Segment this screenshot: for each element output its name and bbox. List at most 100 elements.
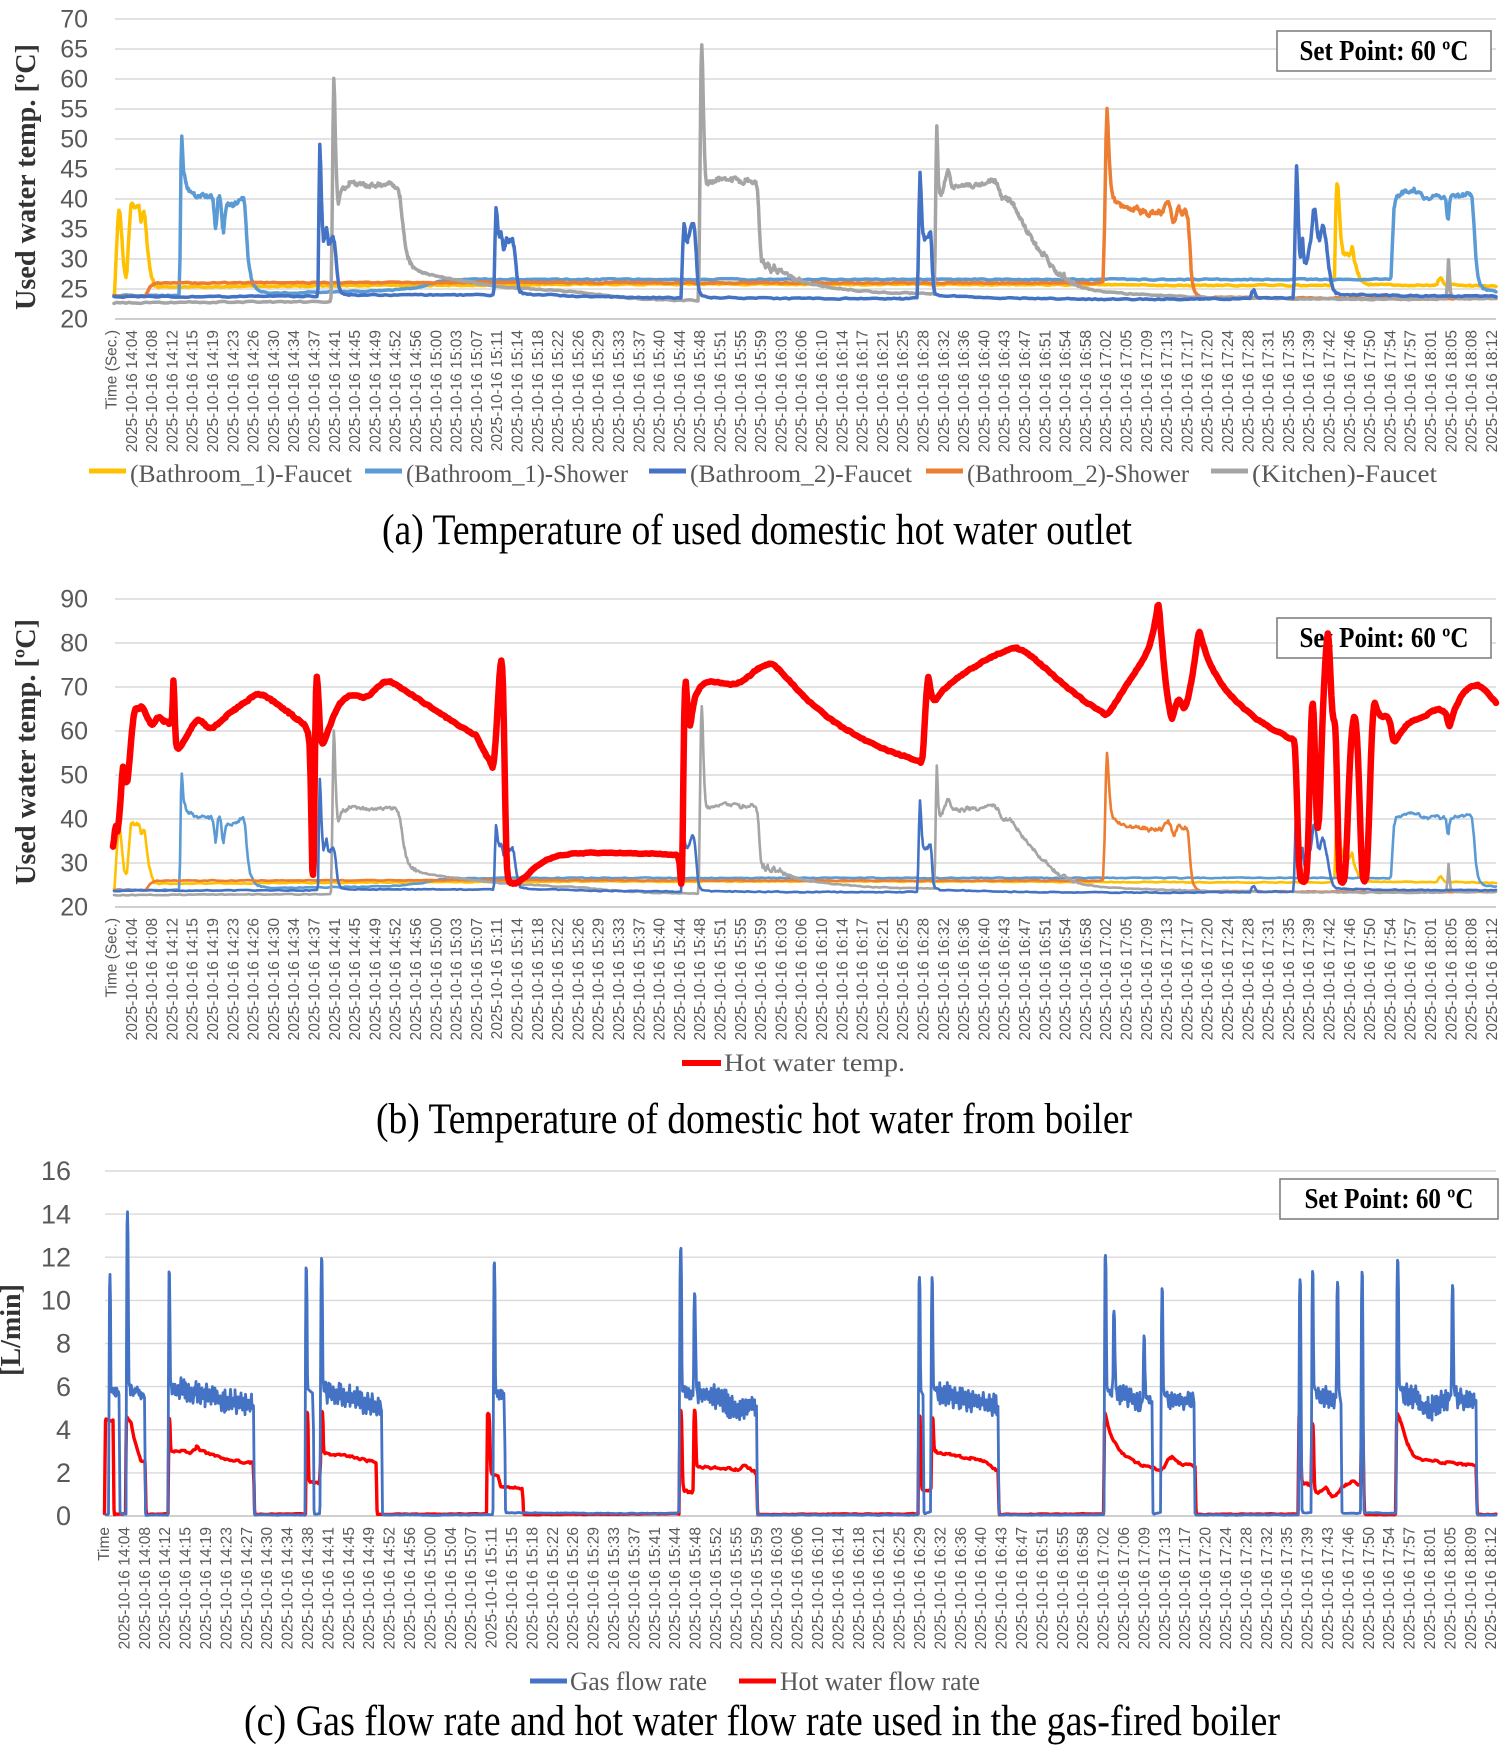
svg-text:2025-10-16 15:33: 2025-10-16 15:33 [611,918,628,1040]
svg-text:14: 14 [41,1199,71,1229]
svg-text:2025-10-16 14:26: 2025-10-16 14:26 [246,330,263,452]
svg-text:2025-10-16 16:17: 2025-10-16 16:17 [855,918,872,1040]
svg-text:2025-10-16 16:32: 2025-10-16 16:32 [936,918,953,1040]
svg-text:2025-10-16 16:36: 2025-10-16 16:36 [956,918,973,1040]
svg-text:2025-10-16 16:40: 2025-10-16 16:40 [976,330,993,453]
svg-text:2025-10-16 17:57: 2025-10-16 17:57 [1403,330,1420,452]
svg-text:2025-10-16 17:57: 2025-10-16 17:57 [1403,918,1420,1040]
svg-text:2025-10-16 17:06: 2025-10-16 17:06 [1116,1527,1133,1649]
svg-text:2025-10-16 14:27: 2025-10-16 14:27 [239,1527,256,1649]
svg-text:0: 0 [56,1501,71,1531]
svg-text:2025-10-16 15:15: 2025-10-16 15:15 [504,1527,521,1649]
svg-text:2025-10-16 14:52: 2025-10-16 14:52 [388,330,405,452]
svg-text:2025-10-16 14:41: 2025-10-16 14:41 [327,330,344,452]
svg-text:2025-10-16 18:01: 2025-10-16 18:01 [1422,1527,1439,1649]
svg-text:2025-10-16 18:05: 2025-10-16 18:05 [1442,1527,1459,1649]
svg-text:2025-10-16 14:37: 2025-10-16 14:37 [307,330,324,452]
svg-text:2025-10-16 17:46: 2025-10-16 17:46 [1340,1527,1357,1649]
svg-text:2025-10-16 18:01: 2025-10-16 18:01 [1423,330,1440,452]
svg-text:2025-10-16 18:12: 2025-10-16 18:12 [1484,918,1501,1040]
svg-text:2025-10-16 17:28: 2025-10-16 17:28 [1240,918,1257,1040]
svg-text:2025-10-16 14:49: 2025-10-16 14:49 [361,1527,378,1649]
svg-text:Used water temp. [ºC]: Used water temp. [ºC] [10,619,42,885]
svg-text:2025-10-16 14:30: 2025-10-16 14:30 [266,330,283,453]
svg-text:2025-10-16 14:56: 2025-10-16 14:56 [408,330,425,452]
svg-text:2025-10-16 17:46: 2025-10-16 17:46 [1342,918,1359,1040]
svg-text:2025-10-16 16:28: 2025-10-16 16:28 [916,330,933,452]
svg-text:2025-10-16 16:58: 2025-10-16 16:58 [1078,918,1095,1040]
svg-text:45: 45 [60,156,88,184]
svg-text:2025-10-16 17:39: 2025-10-16 17:39 [1301,918,1318,1040]
svg-text:2025-10-16 17:09: 2025-10-16 17:09 [1139,330,1156,452]
svg-text:12: 12 [41,1242,71,1272]
svg-text:2025-10-16 14:49: 2025-10-16 14:49 [367,330,384,452]
svg-text:20: 20 [60,306,88,334]
svg-text:2025-10-16 15:18: 2025-10-16 15:18 [530,918,547,1040]
svg-text:55: 55 [60,96,88,124]
svg-text:(Bathroom_2)-Shower: (Bathroom_2)-Shower [967,461,1190,488]
svg-text:(Bathroom_1)-Shower: (Bathroom_1)-Shower [406,461,629,488]
svg-text:2025-10-16 17:17: 2025-10-16 17:17 [1179,918,1196,1040]
svg-text:2025-10-16 15:11: 2025-10-16 15:11 [489,918,506,1039]
svg-text:2025-10-16 17:43: 2025-10-16 17:43 [1320,1527,1337,1649]
svg-text:2025-10-16 18:09: 2025-10-16 18:09 [1463,1527,1480,1649]
svg-text:2025-10-16 17:17: 2025-10-16 17:17 [1177,1527,1194,1649]
svg-text:2025-10-16 16:17: 2025-10-16 16:17 [855,330,872,452]
svg-text:Time: Time [96,1527,113,1561]
svg-text:2025-10-16 15:26: 2025-10-16 15:26 [570,918,587,1040]
svg-text:2025-10-16 14:52: 2025-10-16 14:52 [382,1527,399,1649]
svg-text:2025-10-16 15:44: 2025-10-16 15:44 [672,330,689,453]
svg-text:2025-10-16 15:48: 2025-10-16 15:48 [688,1527,705,1649]
svg-text:Hot water temp.: Hot water temp. [724,1050,905,1077]
svg-text:2025-10-16 16:51: 2025-10-16 16:51 [1034,1527,1051,1649]
svg-text:40: 40 [60,186,88,214]
svg-text:2025-10-16 14:04: 2025-10-16 14:04 [124,918,141,1041]
svg-text:2025-10-16 18:08: 2025-10-16 18:08 [1464,918,1481,1040]
svg-text:2025-10-16 14:19: 2025-10-16 14:19 [205,330,222,452]
svg-text:2025-10-16 15:22: 2025-10-16 15:22 [550,918,567,1040]
svg-text:2025-10-16 17:50: 2025-10-16 17:50 [1361,1527,1378,1650]
svg-text:2025-10-16 14:08: 2025-10-16 14:08 [144,918,161,1040]
svg-text:2025-10-16 16:51: 2025-10-16 16:51 [1037,918,1054,1040]
svg-text:2025-10-16 14:19: 2025-10-16 14:19 [205,918,222,1040]
svg-text:2025-10-16 17:13: 2025-10-16 17:13 [1159,330,1176,452]
svg-text:2025-10-16 15:48: 2025-10-16 15:48 [692,918,709,1040]
svg-text:2025-10-16 17:09: 2025-10-16 17:09 [1139,918,1156,1040]
svg-text:2025-10-16 14:34: 2025-10-16 14:34 [280,1527,297,1650]
svg-text:2025-10-16 16:21: 2025-10-16 16:21 [871,1527,888,1649]
svg-text:2025-10-16 16:58: 2025-10-16 16:58 [1078,330,1095,452]
svg-text:2025-10-16 18:12: 2025-10-16 18:12 [1484,330,1501,452]
svg-text:2025-10-16 17:54: 2025-10-16 17:54 [1382,330,1399,453]
svg-text:2025-10-16 14:56: 2025-10-16 14:56 [402,1527,419,1649]
svg-text:2025-10-16 14:52: 2025-10-16 14:52 [388,918,405,1040]
svg-text:(c) Gas flow rate and hot wate: (c) Gas flow rate and hot water flow rat… [244,1698,1280,1745]
svg-text:2025-10-16 17:39: 2025-10-16 17:39 [1300,1527,1317,1649]
svg-text:Hot water flow rate: Hot water flow rate [780,1667,980,1696]
svg-text:2025-10-16 16:29: 2025-10-16 16:29 [912,1527,929,1649]
svg-text:2025-10-16 14:56: 2025-10-16 14:56 [408,918,425,1040]
svg-text:2025-10-16 15:55: 2025-10-16 15:55 [733,330,750,452]
svg-text:2025-10-16 15:48: 2025-10-16 15:48 [692,330,709,452]
svg-text:2025-10-16 15:00: 2025-10-16 15:00 [422,1527,439,1650]
svg-text:2025-10-16 16:06: 2025-10-16 16:06 [794,918,811,1040]
svg-text:2025-10-16 15:55: 2025-10-16 15:55 [733,918,750,1040]
svg-text:2025-10-16 16:43: 2025-10-16 16:43 [997,330,1014,452]
svg-text:2025-10-16 16:51: 2025-10-16 16:51 [1037,330,1054,452]
svg-text:2025-10-16 17:24: 2025-10-16 17:24 [1218,1527,1235,1650]
svg-text:2025-10-16 17:13: 2025-10-16 17:13 [1159,918,1176,1040]
svg-text:2025-10-16 17:35: 2025-10-16 17:35 [1279,1527,1296,1649]
svg-text:2025-10-16 15:51: 2025-10-16 15:51 [713,330,730,452]
svg-text:2025-10-16 15:37: 2025-10-16 15:37 [631,918,648,1040]
svg-text:2025-10-16 17:42: 2025-10-16 17:42 [1322,330,1339,452]
svg-text:2025-10-16 16:43: 2025-10-16 16:43 [994,1527,1011,1649]
svg-text:2025-10-16 15:59: 2025-10-16 15:59 [749,1527,766,1649]
svg-text:2025-10-16 14:12: 2025-10-16 14:12 [164,918,181,1040]
svg-text:2025-10-16 15:26: 2025-10-16 15:26 [565,1527,582,1649]
svg-text:2025-10-16 17:24: 2025-10-16 17:24 [1220,918,1237,1041]
svg-text:2025-10-16 15:03: 2025-10-16 15:03 [449,330,466,452]
svg-text:2025-10-16 14:41: 2025-10-16 14:41 [327,918,344,1040]
svg-text:30: 30 [60,850,88,878]
svg-text:2: 2 [56,1458,71,1488]
svg-text:40: 40 [60,806,88,834]
svg-text:2025-10-16 14:23: 2025-10-16 14:23 [225,918,242,1040]
